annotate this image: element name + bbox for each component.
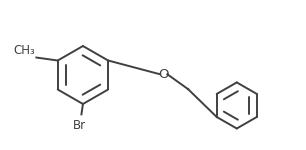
Text: O: O [159, 68, 169, 81]
Text: Br: Br [73, 119, 87, 132]
Text: CH₃: CH₃ [13, 44, 35, 57]
